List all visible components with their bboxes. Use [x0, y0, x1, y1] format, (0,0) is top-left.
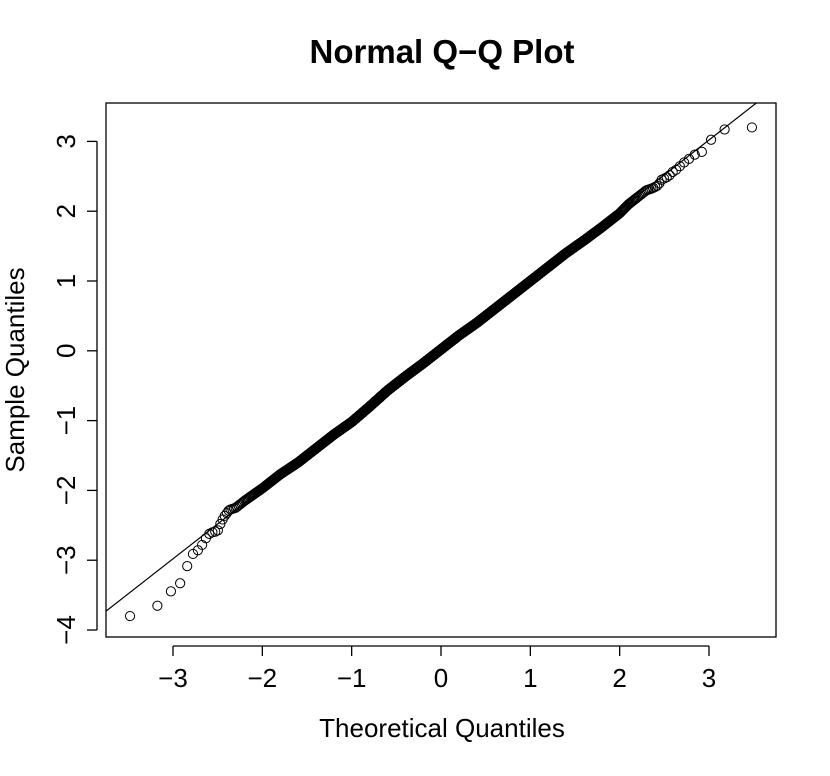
- x-axis: −3 −2 −1 0 1 2 3: [158, 645, 716, 693]
- y-tick-label: 1: [51, 274, 81, 288]
- x-tick-label: −1: [337, 663, 367, 693]
- data-point: [667, 166, 678, 178]
- data-point: [182, 561, 193, 572]
- y-tick-label: 2: [51, 204, 81, 218]
- x-tick-label: −3: [158, 663, 188, 693]
- y-tick-label: −4: [51, 615, 81, 645]
- data-point: [639, 186, 650, 197]
- data-point: [689, 149, 700, 160]
- data-point: [670, 164, 682, 175]
- y-tick-label: −2: [51, 476, 81, 506]
- data-point: [152, 600, 163, 611]
- x-tick-label: 2: [612, 663, 626, 693]
- data-point: [719, 124, 730, 135]
- y-tick-label: −3: [51, 545, 81, 575]
- data-point: [696, 146, 707, 157]
- data-point: [630, 193, 641, 204]
- data-point: [659, 173, 670, 184]
- y-axis: −4 −3 −2 −1 0 1 2 3: [51, 134, 98, 645]
- x-tick-label: −2: [248, 663, 278, 693]
- data-point: [705, 134, 717, 145]
- data-point: [746, 122, 758, 133]
- data-point: [212, 525, 223, 536]
- y-tick-label: 0: [51, 344, 81, 358]
- data-point: [124, 610, 136, 622]
- data-point: [664, 170, 675, 181]
- data-point: [656, 174, 667, 185]
- data-point: [210, 526, 221, 537]
- data-point: [204, 528, 215, 539]
- x-tick-label: 1: [523, 663, 537, 693]
- data-point: [165, 586, 177, 597]
- plot-content: [106, 103, 758, 622]
- y-tick-label: −1: [51, 406, 81, 436]
- data-point: [661, 172, 672, 183]
- plot-frame: [105, 102, 777, 638]
- y-axis-label: Sample Quantiles: [0, 267, 30, 472]
- data-point: [175, 578, 186, 589]
- x-axis-label: Theoretical Quantiles: [319, 713, 565, 743]
- data-point: [219, 510, 230, 521]
- y-tick-label: 3: [51, 134, 81, 148]
- chart-title: Normal Q−Q Plot: [310, 33, 575, 70]
- plot-area: [106, 103, 758, 622]
- x-tick-label: 0: [434, 663, 448, 693]
- x-tick-label: 3: [702, 663, 716, 693]
